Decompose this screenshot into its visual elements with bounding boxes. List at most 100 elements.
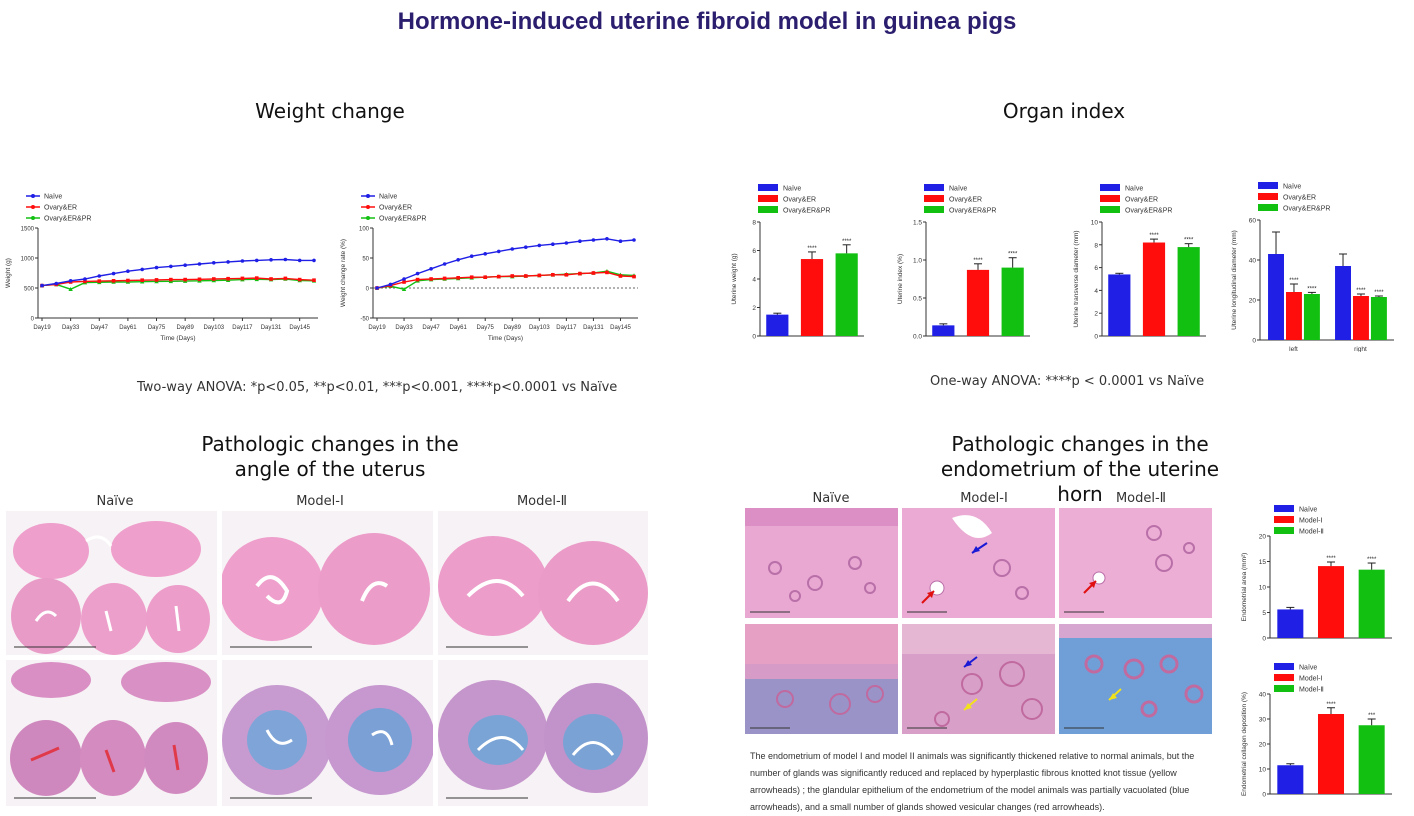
legend-label: Naïve: [949, 186, 967, 193]
legend-swatch: [1258, 193, 1278, 200]
bar: [1108, 274, 1131, 336]
data-point: [183, 263, 187, 267]
legend-label: Ovary&ER: [379, 205, 412, 212]
data-point: [283, 276, 288, 281]
series-line: [41, 277, 315, 287]
data-point: [496, 249, 501, 254]
data-point: [375, 286, 379, 290]
histology-image-endo-model2-masson: [1059, 624, 1212, 734]
y-tick-label: 2: [752, 305, 756, 312]
y-tick-label: 15: [1259, 559, 1267, 566]
histology-image-angle-naive-he: [6, 511, 217, 655]
data-point: [483, 252, 488, 256]
y-tick-label: 0: [1094, 334, 1098, 341]
series-line: [41, 278, 315, 290]
x-tick-label: Day75: [148, 325, 166, 331]
data-point: [169, 264, 173, 269]
data-point: [83, 277, 87, 281]
legend-label: Ovary&ER: [949, 197, 982, 204]
x-tick-label: Day145: [289, 325, 310, 331]
significance-label: ***: [1368, 713, 1376, 719]
y-tick-label: 6: [752, 248, 756, 255]
data-point: [551, 273, 555, 277]
data-point: [240, 276, 245, 281]
bar: [1142, 242, 1166, 336]
section-title-organ: Organ index: [1002, 99, 1126, 123]
data-point: [591, 271, 596, 275]
data-point: [126, 278, 130, 283]
x-tick-label: right: [1354, 346, 1367, 352]
histology-description: The endometrium of model I and model II …: [750, 751, 1195, 812]
legend-swatch: [1274, 685, 1294, 692]
angle-col-model-2: Model-Ⅱ: [516, 494, 568, 509]
y-axis-label: Uterine longitudinal diameter (mm): [1231, 230, 1238, 330]
bar: [1001, 267, 1024, 336]
data-point: [140, 278, 145, 282]
y-tick-label: 20: [1259, 534, 1267, 541]
uterine-transverse-bar-chart: Naïve Ovary&ER Ovary&ER&PR 0 2 4 6 8 10 Uterine t…: [1073, 184, 1206, 341]
series-line: [376, 238, 635, 289]
y-tick-label: 0: [31, 317, 35, 323]
x-tick-label: Day131: [261, 325, 282, 331]
legend-label: Model-Ⅰ: [1299, 676, 1322, 683]
data-point: [312, 258, 316, 263]
endo-col-model-2: Model-Ⅱ: [1115, 491, 1167, 506]
data-point: [523, 245, 528, 249]
legend-label: Naïve: [1299, 507, 1317, 514]
significance-label: ****: [1149, 233, 1159, 239]
legend-label: Ovary&ER&PR: [379, 216, 426, 223]
legend-label: Model-Ⅱ: [1299, 529, 1324, 536]
y-axis-label: Weight change rate (%): [340, 239, 347, 307]
significance-label: ****: [1356, 288, 1366, 294]
data-point: [83, 279, 87, 284]
y-tick-label: 8: [752, 220, 756, 227]
data-point: [401, 287, 407, 291]
series-line: [41, 258, 314, 287]
x-tick-label: left: [1289, 346, 1298, 352]
data-point: [97, 279, 102, 283]
data-point: [68, 279, 73, 283]
bar: [1352, 296, 1369, 340]
bar: [1335, 266, 1351, 340]
endo-col-model-1: Model-Ⅰ: [960, 491, 1008, 506]
x-axis-label: Time (Days): [160, 335, 195, 342]
legend-swatch: [758, 184, 778, 191]
section-title-endo: Pathologic changes in the endometrium of…: [940, 432, 1220, 506]
y-axis-label: Uterine index (%): [897, 254, 904, 304]
data-point: [197, 262, 202, 266]
data-point: [402, 277, 406, 281]
y-tick-label: 5: [1262, 610, 1266, 617]
data-point: [564, 241, 569, 245]
data-point: [40, 283, 44, 288]
legend-label: Ovary&ER&PR: [1283, 206, 1330, 213]
bar: [766, 314, 789, 336]
legend-marker: [31, 216, 35, 220]
weight-anova-caption: Two-way ANOVA: *p<0.05, **p<0.01, ***p<0…: [137, 380, 618, 395]
histology-image-endo-naive-masson: [745, 624, 898, 734]
legend-swatch: [1258, 204, 1278, 211]
legend-label: Naïve: [1125, 186, 1143, 193]
y-tick-label: 500: [24, 287, 35, 293]
y-axis-label: Uterine weight (g): [731, 253, 738, 304]
data-point: [415, 271, 420, 276]
significance-label: ****: [1326, 702, 1336, 708]
data-point: [523, 274, 528, 278]
x-tick-label: Day75: [477, 325, 495, 331]
data-point: [618, 239, 623, 243]
data-point: [605, 270, 609, 275]
data-point: [578, 271, 582, 276]
legend-label: Model-Ⅰ: [1299, 518, 1322, 525]
data-point: [283, 257, 288, 262]
x-tick-label: Day89: [176, 325, 194, 331]
uterine-longitudinal-bar-chart: Naïve Ovary&ER Ovary&ER&PR 0 20 40 60 Uterine l…: [1231, 182, 1394, 352]
x-tick-label: Day145: [610, 325, 631, 331]
legend-marker: [366, 216, 370, 220]
bar: [1177, 247, 1200, 336]
x-tick-label: Day103: [529, 325, 550, 331]
x-axis-label: Time (Days): [488, 335, 523, 342]
bar: [1370, 297, 1387, 340]
legend-swatch: [1274, 674, 1294, 681]
significance-label: ****: [842, 239, 852, 245]
data-point: [442, 262, 447, 266]
y-tick-label: 1000: [21, 257, 35, 263]
